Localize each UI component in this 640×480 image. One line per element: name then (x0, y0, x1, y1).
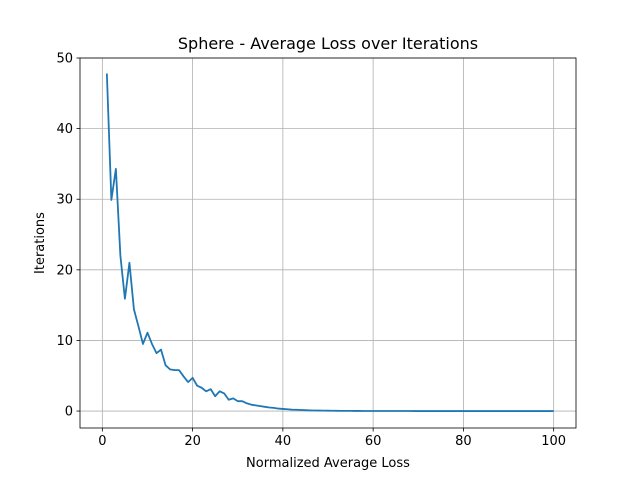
x-axis-label: Normalized Average Loss (246, 456, 410, 471)
y-axis-label: Iterations (33, 212, 48, 274)
y-tick-label: 10 (56, 334, 73, 349)
x-tick-label: 80 (455, 434, 472, 449)
x-tick-label: 0 (98, 434, 106, 449)
y-tick-label: 50 (56, 52, 73, 67)
y-tick-label: 20 (56, 263, 73, 278)
chart-title: Sphere - Average Loss over Iterations (178, 34, 478, 53)
x-tick-label: 20 (184, 434, 201, 449)
x-tick-label: 40 (275, 434, 292, 449)
y-tick-label: 0 (65, 405, 73, 420)
series-line (105, 73, 554, 412)
plot-frame (79, 57, 577, 429)
x-tick-label: 60 (365, 434, 382, 449)
y-tick-label: 30 (56, 193, 73, 208)
y-tick-label: 40 (56, 122, 73, 137)
series-layer (105, 73, 554, 412)
x-tick-label: 100 (541, 434, 566, 449)
axis-ticks: 0 20 40 60 80 100 0 10 20 30 40 50 (56, 52, 566, 450)
